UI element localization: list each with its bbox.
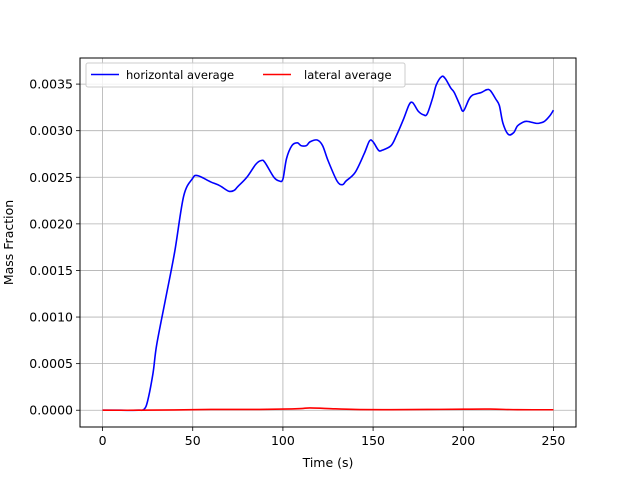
y-tick-label: 0.0000 <box>29 403 73 418</box>
x-axis-label: Time (s) <box>302 455 354 470</box>
y-tick-label: 0.0020 <box>29 216 73 231</box>
y-tick-label: 0.0005 <box>29 356 73 371</box>
legend-label-lateral-average: lateral average <box>304 68 392 82</box>
legend: horizontal average lateral average <box>85 62 406 88</box>
x-tick-label: 0 <box>99 433 107 448</box>
y-tick-label: 0.0030 <box>29 123 73 138</box>
series-lines <box>102 75 555 412</box>
y-tick-label: 0.0035 <box>29 77 73 92</box>
axis-ticks: 0 50 100 150 200 250 0.0000 0.0005 0.0010 0.0015 0… <box>29 77 565 448</box>
series-line-horizontal-average <box>102 75 555 412</box>
legend-box <box>85 62 406 88</box>
x-tick-label: 250 <box>542 433 566 448</box>
y-tick-label: 0.0015 <box>29 263 73 278</box>
y-axis-label: Mass Fraction <box>1 200 16 285</box>
y-tick-label: 0.0025 <box>29 170 73 185</box>
plot-frame <box>79 57 577 428</box>
x-tick-label: 150 <box>361 433 385 448</box>
x-tick-label: 100 <box>271 433 295 448</box>
legend-label-horizontal-average: horizontal average <box>126 68 234 82</box>
y-tick-label: 0.0010 <box>29 310 73 325</box>
series-line-lateral-average <box>102 407 554 412</box>
x-tick-label: 50 <box>185 433 201 448</box>
x-tick-label: 200 <box>451 433 475 448</box>
